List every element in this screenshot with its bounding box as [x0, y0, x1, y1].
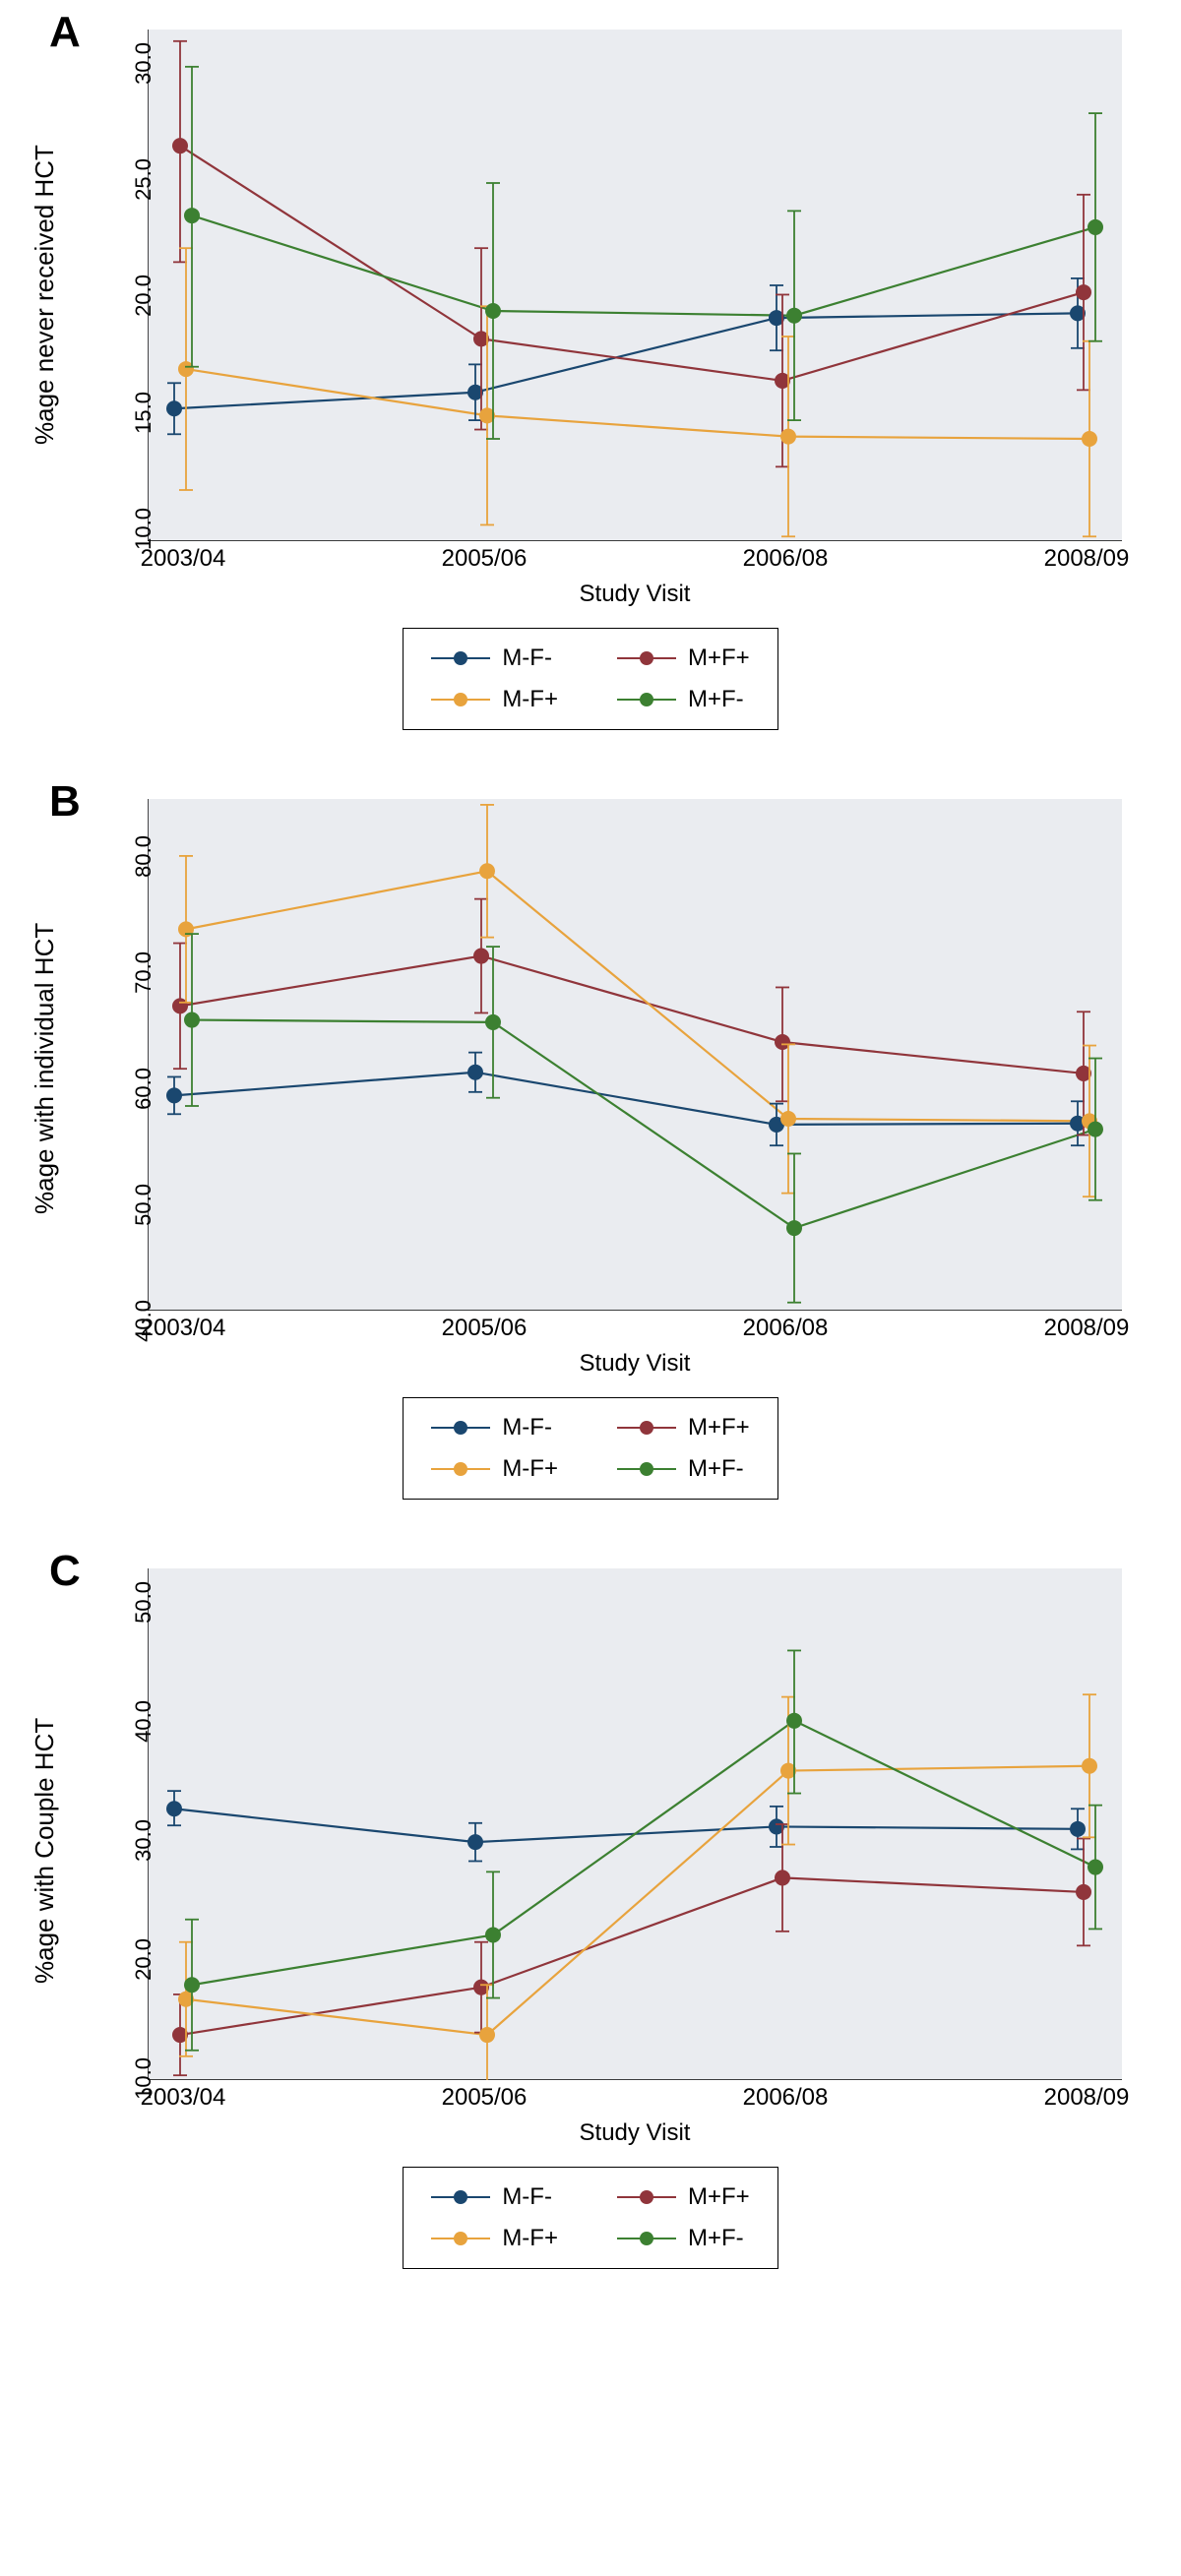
- chart-svg: [148, 30, 1122, 541]
- series-marker-M+F+: [473, 949, 489, 964]
- y-axis-label: %age with Couple HCT: [30, 1718, 60, 1984]
- x-axis-label: Study Visit: [148, 2119, 1122, 2147]
- chart-panel-A: A%age never received HCT10.015.020.025.0…: [0, 0, 1181, 769]
- legend-label: M-F-: [502, 644, 552, 672]
- x-tick-label: 2003/04: [141, 1315, 226, 1342]
- chart-panel-C: C %age with Couple HCT 10.020.030.040.050.…: [0, 1539, 1181, 2308]
- x-tick-label: 2008/09: [1044, 545, 1130, 573]
- legend-item-M+F-: M+F-: [617, 2225, 750, 2252]
- x-tick-label: 2008/09: [1044, 2084, 1130, 2112]
- y-tick-label: 50.0: [131, 1581, 156, 1624]
- legend-label: M+F-: [688, 2225, 744, 2252]
- x-tick-label: 2005/06: [442, 1315, 528, 1342]
- series-marker-M+F+: [172, 138, 188, 153]
- x-tick-label: 2005/06: [442, 545, 528, 573]
- legend-item-M-F-: M-F-: [431, 1414, 558, 1441]
- y-tick-label: 30.0: [131, 1819, 156, 1862]
- x-tick-label: 2006/08: [743, 545, 829, 573]
- y-tick-label: 20.0: [131, 1938, 156, 1981]
- legend-item-M+F+: M+F+: [617, 1414, 750, 1441]
- y-axis-label: %age never received HCT: [30, 145, 60, 445]
- y-tick-label: 10.0: [131, 508, 156, 550]
- series-marker-M+F-: [786, 1713, 802, 1729]
- series-marker-M-F-: [1070, 1821, 1086, 1837]
- series-marker-M-F+: [1082, 431, 1097, 447]
- series-marker-M+F+: [1076, 1884, 1091, 1900]
- chart-svg: [148, 799, 1122, 1311]
- x-axis-label: Study Visit: [148, 1350, 1122, 1378]
- series-marker-M-F+: [479, 2027, 495, 2043]
- series-marker-M+F+: [775, 1870, 790, 1885]
- chart-panel-B: B %age with individual HCT 40.050.060.070.…: [0, 769, 1181, 1539]
- y-tick-label: 60.0: [131, 1068, 156, 1110]
- series-marker-M+F-: [184, 1012, 200, 1028]
- legend-label: M-F+: [502, 2225, 558, 2252]
- series-marker-M-F+: [780, 1111, 796, 1127]
- plot-area: 40.050.060.070.080.0: [148, 799, 1122, 1311]
- series-marker-M+F-: [786, 308, 802, 324]
- y-tick-label: 70.0: [131, 951, 156, 994]
- x-tick-label: 2008/09: [1044, 1315, 1130, 1342]
- series-marker-M-F-: [166, 1801, 182, 1816]
- y-tick-label: 30.0: [131, 42, 156, 85]
- legend: M-F- M+F+ M-F+ M+F-: [39, 2167, 1142, 2269]
- legend-label: M-F-: [502, 2183, 552, 2211]
- series-marker-M+F-: [184, 1977, 200, 1993]
- legend-label: M+F-: [688, 1455, 744, 1483]
- x-tick-label: 2006/08: [743, 1315, 829, 1342]
- series-marker-M+F-: [485, 303, 501, 319]
- legend-item-M-F+: M-F+: [431, 1455, 558, 1483]
- legend-item-M-F+: M-F+: [431, 686, 558, 713]
- legend-item-M+F-: M+F-: [617, 1455, 750, 1483]
- panel-label: B: [49, 777, 81, 827]
- legend-item-M-F+: M-F+: [431, 2225, 558, 2252]
- legend-label: M-F+: [502, 686, 558, 713]
- series-marker-M+F+: [1076, 284, 1091, 300]
- legend-item-M+F-: M+F-: [617, 686, 750, 713]
- legend-item-M+F+: M+F+: [617, 644, 750, 672]
- y-tick-label: 40.0: [131, 1700, 156, 1743]
- legend: M-F- M+F+ M-F+ M+F-: [39, 1397, 1142, 1500]
- y-axis-label: %age with individual HCT: [30, 923, 60, 1214]
- panel-label: C: [49, 1547, 81, 1596]
- y-tick-label: 80.0: [131, 835, 156, 878]
- series-marker-M+F-: [485, 1014, 501, 1030]
- series-marker-M+F-: [1088, 219, 1103, 235]
- series-marker-M-F+: [1082, 1758, 1097, 1774]
- x-tick-label: 2003/04: [141, 545, 226, 573]
- panel-label: A: [49, 8, 81, 57]
- y-tick-label: 25.0: [131, 158, 156, 201]
- plot-area: 10.020.030.040.050.0: [148, 1568, 1122, 2080]
- series-marker-M+F-: [1088, 1860, 1103, 1875]
- x-tick-label: 2006/08: [743, 2084, 829, 2112]
- series-marker-M+F-: [485, 1927, 501, 1942]
- legend-item-M-F-: M-F-: [431, 644, 558, 672]
- x-tick-label: 2005/06: [442, 2084, 528, 2112]
- legend-label: M-F+: [502, 1455, 558, 1483]
- y-tick-label: 15.0: [131, 392, 156, 434]
- series-marker-M-F-: [467, 1834, 483, 1850]
- x-tick-label: 2003/04: [141, 2084, 226, 2112]
- y-tick-label: 20.0: [131, 275, 156, 317]
- legend: M-F- M+F+ M-F+ M+F-: [39, 628, 1142, 730]
- series-marker-M-F-: [166, 1087, 182, 1103]
- legend-label: M+F+: [688, 2183, 750, 2211]
- series-marker-M+F-: [786, 1220, 802, 1236]
- legend-item-M+F+: M+F+: [617, 2183, 750, 2211]
- series-marker-M-F-: [467, 1065, 483, 1080]
- series-marker-M-F-: [166, 400, 182, 416]
- series-marker-M-F+: [780, 429, 796, 445]
- series-marker-M+F-: [1088, 1122, 1103, 1137]
- y-tick-label: 50.0: [131, 1184, 156, 1226]
- legend-label: M+F-: [688, 686, 744, 713]
- legend-label: M+F+: [688, 644, 750, 672]
- legend-label: M+F+: [688, 1414, 750, 1441]
- chart-svg: [148, 1568, 1122, 2080]
- plot-area: 10.015.020.025.030.0: [148, 30, 1122, 541]
- x-axis-label: Study Visit: [148, 581, 1122, 608]
- legend-item-M-F-: M-F-: [431, 2183, 558, 2211]
- legend-label: M-F-: [502, 1414, 552, 1441]
- series-marker-M+F-: [184, 208, 200, 223]
- series-marker-M-F+: [479, 863, 495, 879]
